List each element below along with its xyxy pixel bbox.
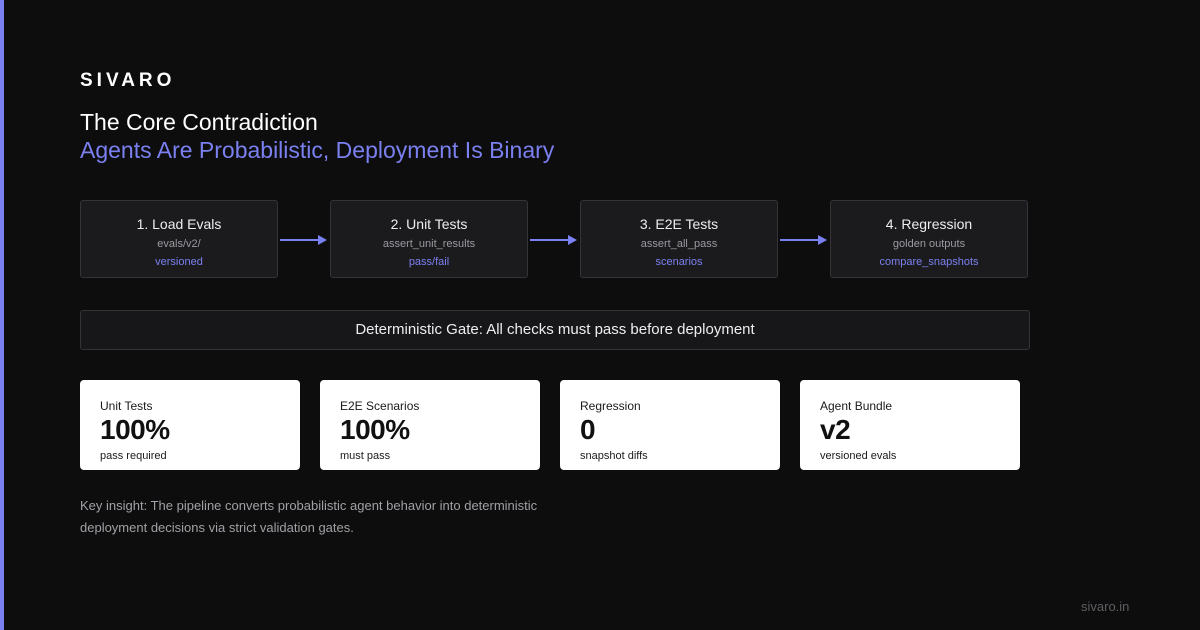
arrow-right-icon — [530, 235, 577, 245]
metric-caption: snapshot diffs — [580, 450, 648, 462]
metric-card-regression: Regression 0 snapshot diffs — [560, 380, 780, 470]
metric-caption: must pass — [340, 450, 391, 462]
metric-caption: versioned evals — [820, 450, 897, 462]
key-insight: Key insight: The pipeline converts proba… — [80, 498, 538, 535]
step-title: 3. E2E Tests — [639, 216, 719, 232]
metric-value: 100% — [340, 414, 410, 445]
page-title: The Core Contradiction — [80, 109, 318, 135]
deterministic-gate: Deterministic Gate: All checks must pass… — [80, 310, 1030, 350]
page-subtitle: Agents Are Probabilistic, Deployment Is … — [80, 137, 555, 163]
step-tag: versioned — [155, 256, 203, 268]
arrow-right-icon — [780, 235, 827, 245]
step-tag: scenarios — [655, 256, 703, 268]
metric-card-unit-tests: Unit Tests 100% pass required — [80, 380, 300, 470]
step-title: 4. Regression — [885, 216, 973, 232]
metric-label: Regression — [580, 399, 641, 413]
metric-label: Unit Tests — [100, 399, 153, 413]
pipeline-step-regression: 4. Regression golden outputs compare_sna… — [830, 200, 1028, 278]
metric-card-e2e-scenarios: E2E Scenarios 100% must pass — [320, 380, 540, 470]
pipeline-step-load-evals: 1. Load Evals evals/v2/ versioned — [80, 200, 278, 278]
metric-label: Agent Bundle — [820, 399, 893, 413]
metric-card-agent-bundle: Agent Bundle v2 versioned evals — [800, 380, 1020, 470]
pipeline-step-e2e-tests: 3. E2E Tests assert_all_pass scenarios — [580, 200, 778, 278]
step-detail: assert_unit_results — [382, 238, 476, 250]
footer-url: sivaro.in — [1081, 599, 1130, 614]
brand-logo: SIVARO — [80, 70, 176, 91]
metric-value: v2 — [820, 414, 851, 445]
step-detail: evals/v2/ — [157, 238, 201, 250]
step-tag: compare_snapshots — [879, 256, 979, 268]
accent-bar — [0, 0, 4, 630]
step-title: 2. Unit Tests — [390, 216, 468, 232]
metric-label: E2E Scenarios — [340, 399, 420, 413]
step-detail: golden outputs — [892, 238, 966, 250]
metric-caption: pass required — [100, 450, 167, 462]
step-title: 1. Load Evals — [136, 216, 222, 232]
pipeline-step-unit-tests: 2. Unit Tests assert_unit_results pass/f… — [330, 200, 528, 278]
metric-value: 0 — [580, 414, 596, 445]
metric-value: 100% — [100, 414, 170, 445]
arrow-right-icon — [280, 235, 327, 245]
step-detail: assert_all_pass — [640, 238, 718, 250]
step-tag: pass/fail — [408, 256, 450, 268]
